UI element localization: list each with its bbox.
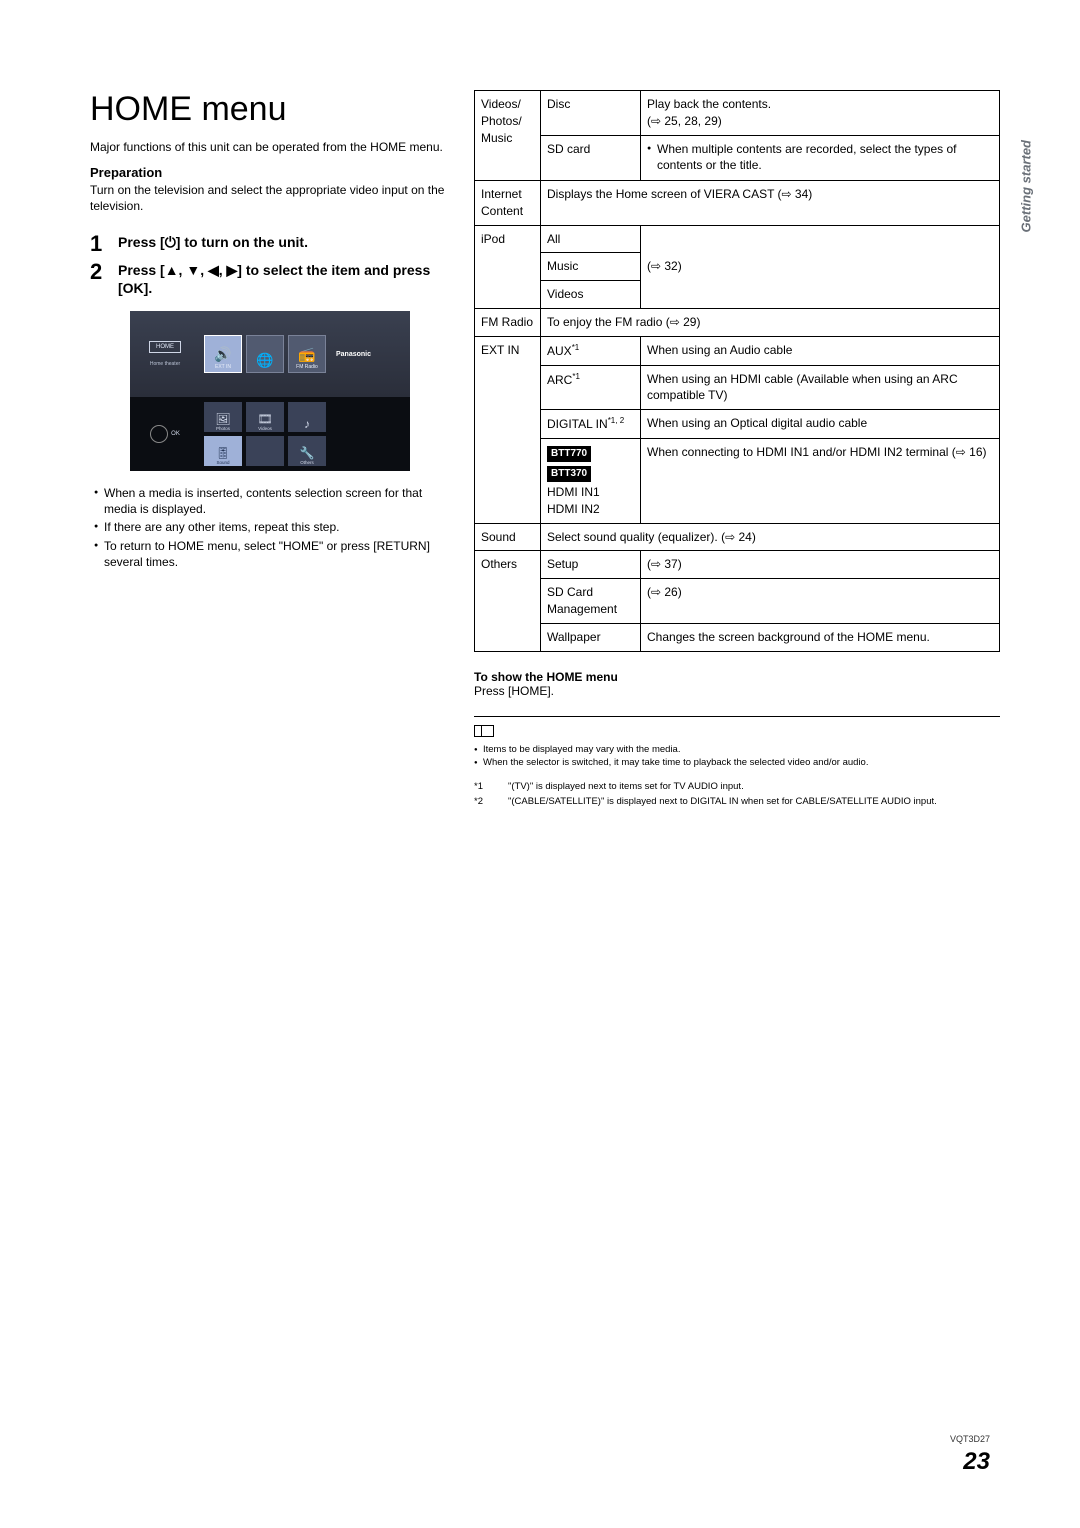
left-column: HOME menu Major functions of this unit c… [90, 90, 450, 810]
sub-hdmiin: BTT770 BTT370 HDMI IN1 HDMI IN2 [541, 438, 641, 523]
divider [474, 716, 1000, 717]
cat-extin: EXT IN [475, 336, 541, 523]
sub-wallpaper: Wallpaper [541, 623, 641, 651]
desc-sdcard-bullet: When multiple contents are recorded, sel… [647, 141, 993, 173]
screenshot-top-tiles: 🔊EXT IN 🌐 📻FM Radio Panasonic [200, 311, 410, 397]
fn1-key: *1 [474, 781, 494, 793]
section-tab: Getting started [1018, 140, 1033, 232]
step-2-text: Press [▲, ▼, ◀, ▶] to select the item an… [118, 261, 450, 297]
screenshot-ok-dial: OK [130, 425, 200, 443]
desc-sound: Select sound quality (equalizer). (⇨ 24) [541, 523, 1000, 551]
show-home-label: To show the HOME menu [474, 670, 618, 684]
sub-arc: ARC*1 [541, 365, 641, 410]
preparation-text: Turn on the television and select the ap… [90, 182, 450, 214]
screenshot-grid: 🖼Photos 🎞Videos ♪ 🎚Sound 🔧Others [200, 398, 330, 470]
screenshot-grid-videos: 🎞Videos [246, 402, 284, 432]
screenshot-tile-extin: 🔊EXT IN [204, 335, 242, 373]
sub-aux: AUX*1 [541, 336, 641, 365]
sub-setup: Setup [541, 551, 641, 579]
screenshot-grid-music: ♪ [288, 402, 326, 432]
hdmi-in2-label: HDMI IN2 [547, 502, 600, 516]
ui-screenshot: HOME Home theater 🔊EXT IN 🌐 📻FM Radio Pa… [130, 311, 410, 471]
note-1: Items to be displayed may vary with the … [474, 744, 1000, 756]
sub-sdcard: SD card [541, 135, 641, 180]
desc-sdmgmt: (⇨ 26) [641, 579, 1000, 624]
desc-disc: Play back the contents. (⇨ 25, 28, 29) [641, 91, 1000, 136]
screenshot-grid-sound: 🎚Sound [204, 436, 242, 466]
doc-code: VQT3D27 [950, 1434, 990, 1444]
sub-ipod-videos: Videos [541, 281, 641, 309]
fn2-text: "(CABLE/SATELLITE)" is displayed next to… [508, 796, 937, 808]
sub-sdmgmt: SD Card Management [541, 579, 641, 624]
show-home-block: To show the HOME menu Press [HOME]. [474, 670, 1000, 698]
cat-fmradio: FM Radio [475, 308, 541, 336]
intro-text: Major functions of this unit can be oper… [90, 139, 450, 155]
show-home-text: Press [HOME]. [474, 684, 554, 698]
sub-disc: Disc [541, 91, 641, 136]
footnotes: *1 "(TV)" is displayed next to items set… [474, 781, 1000, 808]
page-title: HOME menu [90, 90, 450, 129]
hdmi-in1-label: HDMI IN1 [547, 485, 600, 499]
desc-wallpaper: Changes the screen background of the HOM… [641, 623, 1000, 651]
desc-arc: When using an HDMI cable (Available when… [641, 365, 1000, 410]
sub-ipod-all: All [541, 225, 641, 253]
home-menu-table: Videos/ Photos/ Music Disc Play back the… [474, 90, 1000, 652]
bullet-3: To return to HOME menu, select "HOME" or… [94, 538, 450, 570]
desc-internet: Displays the Home screen of VIERA CAST (… [541, 180, 1000, 225]
screenshot-grid-others: 🔧Others [288, 436, 326, 466]
note-2: When the selector is switched, it may ta… [474, 757, 1000, 769]
screenshot-grid-blank [246, 436, 284, 466]
sub-digitalin: DIGITAL IN*1, 2 [541, 410, 641, 439]
left-bullets: When a media is inserted, contents selec… [90, 485, 450, 570]
screenshot-grid-photos: 🖼Photos [204, 402, 242, 432]
screenshot-home-box: HOME [149, 341, 181, 353]
desc-setup: (⇨ 37) [641, 551, 1000, 579]
desc-fmradio: To enjoy the FM radio (⇨ 29) [541, 308, 1000, 336]
step-2: 2 Press [▲, ▼, ◀, ▶] to select the item … [90, 261, 450, 297]
badge-btt770: BTT770 [547, 446, 591, 462]
screenshot-tile-globe: 🌐 [246, 335, 284, 373]
note-icon [474, 725, 494, 737]
cat-vpm: Videos/ Photos/ Music [475, 91, 541, 181]
step-1-text: Press [⏻] to turn on the unit. [118, 233, 308, 255]
step-1-number: 1 [90, 233, 108, 255]
screenshot-home-sub: Home theater [150, 361, 180, 367]
cat-ipod: iPod [475, 225, 541, 308]
cat-others: Others [475, 551, 541, 651]
page-number: 23 [950, 1448, 990, 1476]
fn1-text: "(TV)" is displayed next to items set fo… [508, 781, 744, 793]
step-2-number: 2 [90, 261, 108, 297]
right-column: Videos/ Photos/ Music Disc Play back the… [474, 90, 1000, 810]
desc-aux: When using an Audio cable [641, 336, 1000, 365]
step-1: 1 Press [⏻] to turn on the unit. [90, 233, 450, 255]
page-number-block: VQT3D27 23 [950, 1434, 990, 1476]
cat-internet: Internet Content [475, 180, 541, 225]
screenshot-tile-fm: 📻FM Radio [288, 335, 326, 373]
bullet-2: If there are any other items, repeat thi… [94, 519, 450, 535]
sub-ipod-music: Music [541, 253, 641, 281]
desc-ipod: (⇨ 32) [641, 225, 1000, 308]
page-content: HOME menu Major functions of this unit c… [90, 90, 1000, 810]
desc-hdmiin: When connecting to HDMI IN1 and/or HDMI … [641, 438, 1000, 523]
desc-sdcard: When multiple contents are recorded, sel… [641, 135, 1000, 180]
fn2-key: *2 [474, 796, 494, 808]
screenshot-panasonic-logo: Panasonic [336, 351, 371, 358]
preparation-label: Preparation [90, 165, 450, 180]
notes-list: Items to be displayed may vary with the … [474, 744, 1000, 770]
badge-btt370: BTT370 [547, 466, 591, 482]
bullet-1: When a media is inserted, contents selec… [94, 485, 450, 517]
desc-digitalin: When using an Optical digital audio cabl… [641, 410, 1000, 439]
cat-sound: Sound [475, 523, 541, 551]
